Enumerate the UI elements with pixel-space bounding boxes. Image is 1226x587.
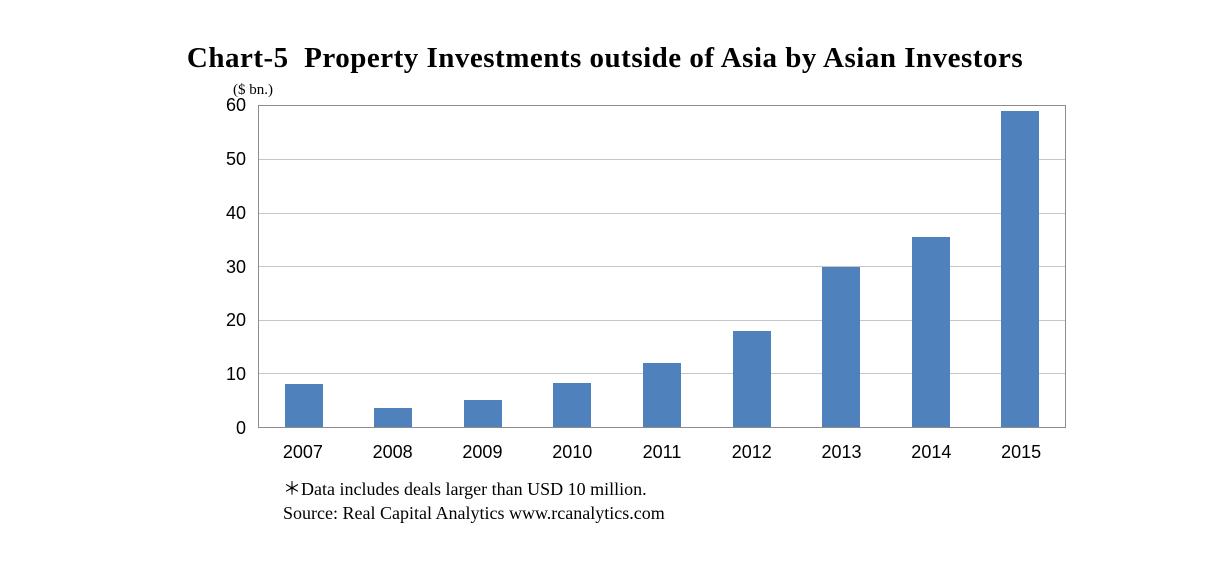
x-tick-label-2008: 2008	[372, 442, 413, 462]
bar-2008	[374, 408, 413, 427]
x-tick-label-2012: 2012	[731, 442, 772, 462]
gridline	[259, 266, 1065, 267]
bar-2015	[1001, 111, 1040, 427]
chart-title: Chart-5 Property Investments outside of …	[186, 42, 1024, 74]
y-tick-label: 10	[225, 364, 246, 385]
bar-2009	[463, 400, 502, 427]
footnote: ＊Data includes deals larger than USD 10 …	[283, 479, 647, 499]
plot-area	[258, 105, 1066, 428]
gridline	[259, 159, 1065, 160]
x-axis-tick-labels: 2007 2008 2009 2010 2011 2012 2013 2014 2015	[258, 442, 1066, 468]
bar-2007	[284, 384, 323, 427]
bar-2010	[553, 382, 592, 427]
y-tick-label: 20	[225, 310, 246, 331]
x-tick-label-2014: 2014	[911, 442, 952, 462]
y-tick-label: 50	[225, 148, 246, 169]
y-tick-label: 0	[235, 418, 246, 438]
y-axis-unit-label: ($ bn.)	[233, 82, 273, 98]
y-tick-label: 30	[225, 256, 246, 277]
gridline	[259, 212, 1065, 214]
x-tick-label-2011: 2011	[642, 442, 682, 462]
x-tick-label-2009: 2009	[462, 442, 503, 462]
x-tick-label-2015: 2015	[1001, 442, 1042, 462]
bar-2014	[911, 237, 950, 427]
bar-2011	[643, 362, 681, 427]
gridline	[259, 319, 1065, 321]
bar-2012	[732, 330, 771, 427]
x-tick-label-2013: 2013	[821, 442, 862, 462]
bar-2013	[822, 266, 861, 427]
y-axis-tick-labels: 0 10 20 30 40 50 60	[0, 96, 246, 437]
source-note: Source: Real Capital Analytics www.rcana…	[283, 503, 665, 523]
y-tick-label: 40	[225, 202, 246, 223]
x-tick-label-2010: 2010	[552, 442, 593, 462]
y-tick-label: 60	[225, 95, 246, 115]
x-tick-label-2007: 2007	[282, 442, 323, 462]
